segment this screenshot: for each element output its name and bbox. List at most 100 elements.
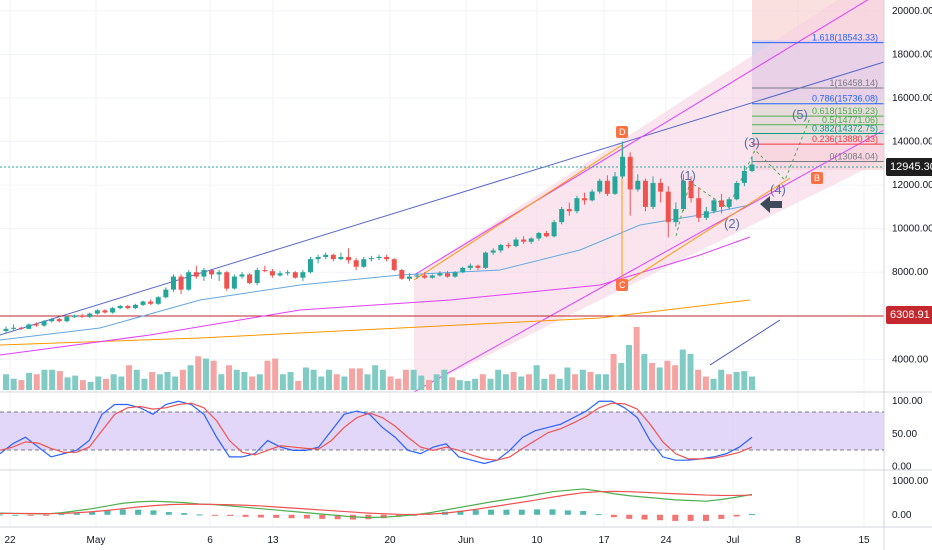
macd-histogram-bar — [656, 514, 663, 521]
volume-bar — [456, 380, 463, 390]
macd-histogram-bar — [58, 514, 65, 516]
macd-histogram-bar — [12, 514, 19, 516]
candle-body — [528, 238, 534, 242]
drawing-layer — [0, 0, 885, 393]
macd-histogram-bar — [595, 514, 602, 516]
volume-bar — [156, 374, 163, 390]
volume-bar — [33, 374, 40, 390]
stoch-tick-label: 0.00 — [892, 462, 912, 473]
candle-body — [566, 209, 572, 212]
candle-body — [483, 252, 489, 268]
candle-body — [551, 222, 557, 237]
macd-histogram-bar — [27, 514, 34, 516]
candle-body — [612, 176, 618, 194]
candle-body — [163, 289, 169, 298]
candle-body — [498, 245, 504, 251]
pattern-d-label: D — [619, 127, 626, 137]
candle-body — [193, 272, 199, 277]
volume-bar — [718, 369, 725, 390]
trendline-blue — [0, 61, 885, 336]
price-tick-label: 8000.00 — [892, 267, 929, 278]
price-axis[interactable]: 20000.00 18000.00 16000.00 14000.00 12000.00… — [892, 6, 932, 521]
macd-histogram-bar — [503, 509, 510, 515]
macd-histogram-bar — [518, 509, 525, 515]
macd-histogram-bar — [119, 509, 126, 515]
volume-bar — [564, 367, 571, 390]
candle-body — [110, 308, 116, 313]
time-tick-label: 10 — [531, 535, 543, 546]
arrow-left-icon — [760, 196, 782, 213]
volume-bar — [210, 360, 217, 390]
macd-histogram-bar — [319, 514, 326, 519]
volume-bar — [287, 372, 294, 390]
candle-body — [467, 265, 473, 268]
volume-bar — [10, 378, 17, 390]
candlestick-series — [3, 141, 755, 334]
time-tick-label: 15 — [858, 535, 870, 546]
wave-4-label: (4) — [770, 182, 786, 197]
candle-body — [384, 256, 390, 260]
volume-bar — [518, 376, 525, 390]
support-level-tag: 6308.91 — [886, 306, 932, 324]
time-tick-label: 24 — [660, 535, 672, 546]
candle-body — [262, 270, 268, 272]
volume-bar — [533, 365, 540, 390]
volume-bar — [349, 368, 356, 390]
candle-body — [307, 259, 313, 273]
fib-label: 1.618(18543.33) — [812, 33, 878, 43]
candle-body — [680, 180, 686, 210]
candle-body — [79, 315, 85, 317]
macd-histogram-bar — [165, 512, 172, 515]
volume-bar — [418, 375, 425, 390]
time-tick-label: 6 — [207, 535, 213, 546]
volume-bar — [302, 367, 309, 390]
time-tick-label: 22 — [4, 535, 16, 546]
candle-body — [330, 254, 336, 260]
volume-bar — [502, 374, 509, 390]
fib-label: 0.236(13880.33) — [812, 134, 878, 144]
candle-body — [658, 182, 664, 192]
candle-body — [247, 274, 253, 284]
candle-body — [627, 156, 633, 190]
macd-histogram-bar — [135, 509, 142, 515]
candle-body — [589, 191, 595, 201]
wave-2-label: (2) — [724, 216, 740, 231]
price-tick-label: 18000.00 — [892, 49, 932, 60]
candle-body — [292, 272, 298, 278]
candle-body — [391, 259, 397, 271]
fib-levels: 1.618(18543.33) 1(16458.14) 0.786(15736.08… — [752, 33, 884, 163]
volume-bar — [256, 374, 263, 390]
macd-histogram-bar — [564, 510, 571, 515]
candle-body — [741, 170, 747, 183]
candle-body — [673, 209, 679, 223]
macd-histogram-bar — [0, 514, 3, 516]
volume-bar — [402, 369, 409, 390]
macd-histogram-bar — [534, 509, 541, 515]
volume-bar — [87, 381, 94, 390]
macd-histogram-bar — [196, 514, 203, 516]
candle-body — [285, 272, 291, 274]
candle-body — [361, 259, 367, 267]
macd-histogram-bar — [718, 514, 725, 519]
candle-body — [490, 250, 496, 253]
volume-bar — [656, 367, 663, 390]
volume-bar — [633, 327, 640, 390]
candle-body — [574, 198, 580, 212]
volume-bar — [441, 369, 448, 390]
candle-body — [543, 233, 549, 237]
stoch-tick-label: 50.00 — [892, 429, 917, 440]
candle-body — [635, 180, 641, 190]
wave-1-label: (1) — [680, 168, 696, 183]
candle-body — [597, 180, 603, 192]
volume-bar — [649, 363, 656, 390]
candle-body — [148, 301, 154, 304]
time-tick-label: Jul — [727, 535, 740, 546]
candle-body — [582, 198, 588, 201]
volume-bar — [133, 369, 140, 390]
candle-body — [353, 260, 359, 267]
macd-histogram-bar — [626, 514, 633, 519]
volume-bar — [49, 369, 56, 390]
volume-bar — [679, 349, 686, 390]
time-axis[interactable]: 22 May 6 13 20 Jun 10 17 24 Jul 8 15 — [4, 535, 870, 546]
